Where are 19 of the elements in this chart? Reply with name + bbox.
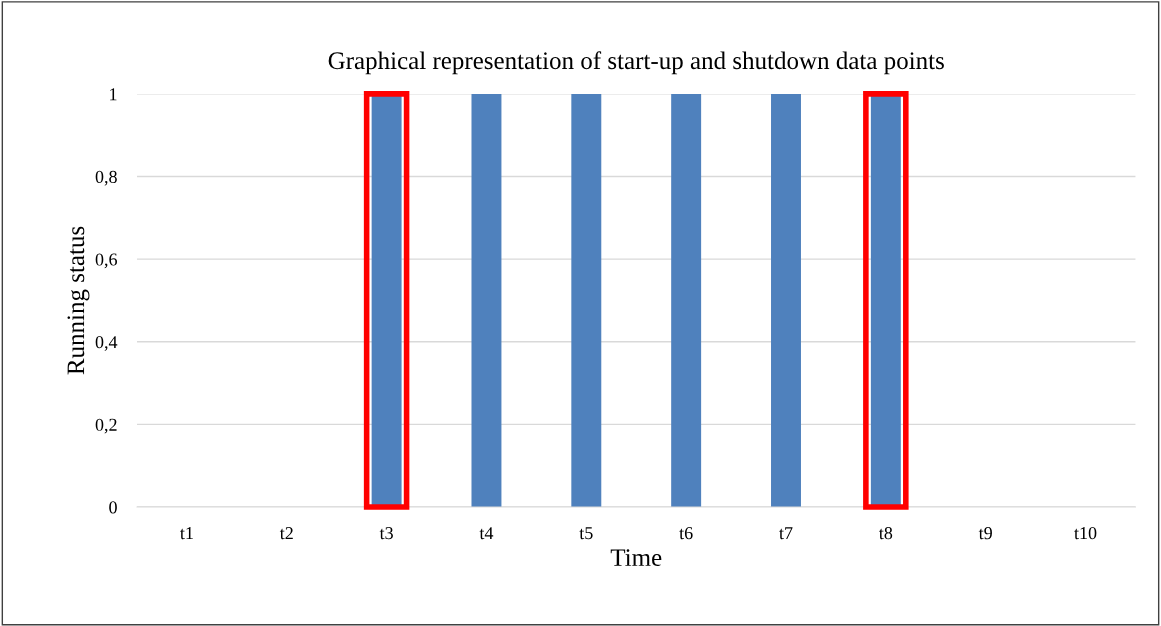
x-tick-label: t5 — [579, 527, 593, 540]
y-tick-label: 0,4 — [95, 336, 118, 351]
y-axis-title: Running status — [67, 226, 90, 375]
y-tick-label: 1 — [110, 88, 117, 101]
x-axis-title: Time — [610, 549, 662, 567]
x-tick-label: t6 — [679, 527, 693, 540]
x-tick-label: t1 — [180, 527, 193, 540]
y-tick-label: 0,2 — [95, 418, 117, 434]
chart-title: Graphical representation of start-up and shutdown data points — [328, 51, 944, 75]
x-tick-label: t4 — [479, 527, 494, 540]
x-tick-label: t2 — [279, 527, 293, 540]
x-tick-label: t8 — [879, 527, 893, 540]
x-tick-label: t10 — [1074, 527, 1097, 540]
x-tick-label: t3 — [379, 527, 393, 540]
y-tick-label: 0,8 — [95, 170, 117, 186]
y-tick-label: 0,6 — [95, 253, 118, 269]
x-tick-label: t7 — [779, 527, 793, 540]
y-tick-label: 0 — [109, 501, 117, 514]
x-tick-label: t9 — [978, 527, 992, 540]
